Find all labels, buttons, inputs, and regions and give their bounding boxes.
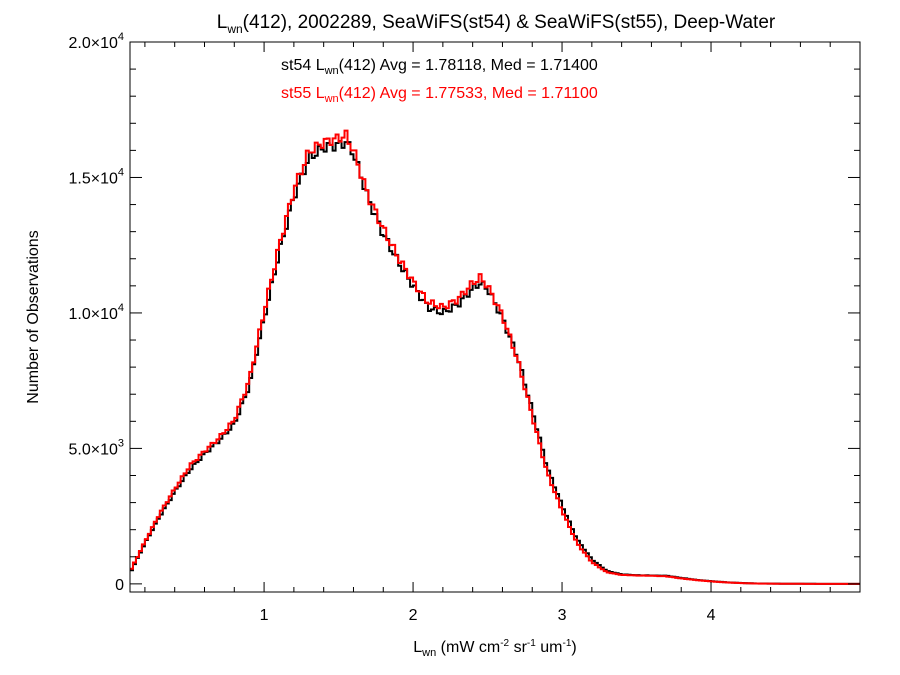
series-line-st55: [130, 129, 860, 585]
annotation-st54: st54 Lwn(412) Avg = 1.78118, Med = 1.714…: [281, 57, 598, 77]
chart-title: Lwn(412), 2002289, SeaWiFS(st54) & SeaWi…: [217, 12, 776, 36]
annotation-st55: st55 Lwn(412) Avg = 1.77533, Med = 1.711…: [281, 85, 598, 105]
y-axis-label: Number of Observations: [25, 230, 42, 403]
y-tick-label: 1.5×104: [68, 166, 124, 187]
series-line-st54: [130, 140, 860, 585]
x-tick-label: 2: [409, 607, 418, 624]
x-tick-label: 4: [707, 607, 716, 624]
y-tick-label: 5.0×103: [68, 437, 124, 458]
y-tick-label: 0: [115, 577, 124, 594]
y-tick-label: 2.0×104: [68, 31, 124, 52]
y-tick-label: 1.0×104: [68, 302, 124, 323]
x-tick-label: 3: [558, 607, 567, 624]
plot-frame: [129, 41, 861, 593]
x-tick-label: 1: [260, 607, 269, 624]
x-axis-label: Lwn (mW cm-2 sr-1 um-1): [413, 638, 576, 659]
